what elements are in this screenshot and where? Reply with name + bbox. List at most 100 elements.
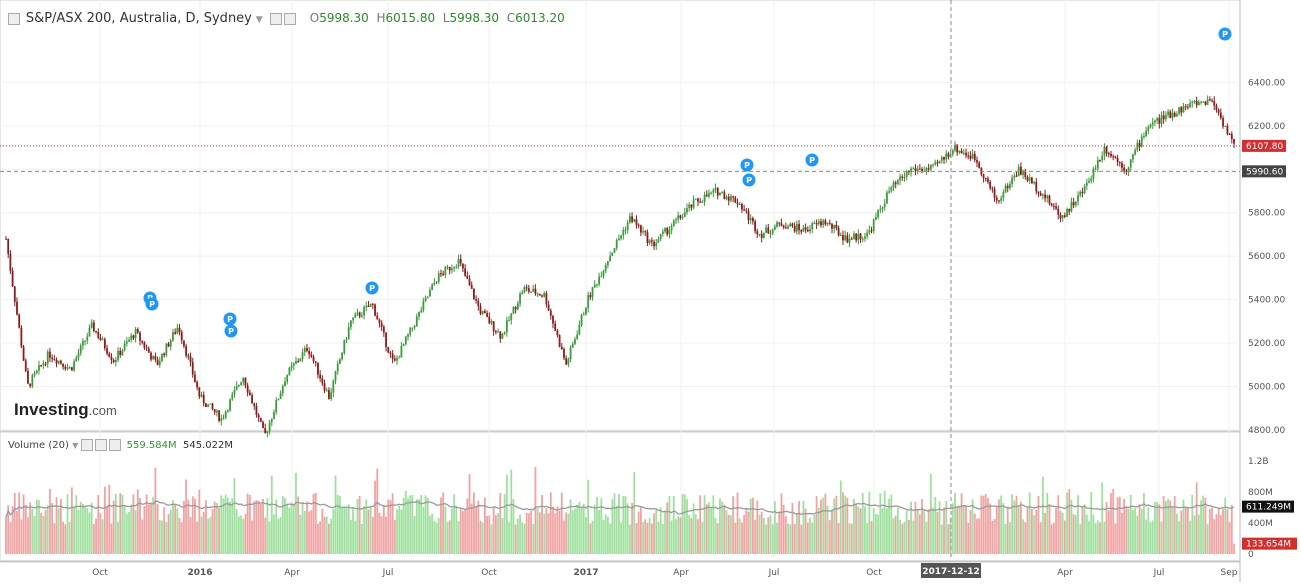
- candle-body: [631, 216, 633, 222]
- volume-bar: [382, 505, 385, 554]
- volume-bar: [380, 516, 383, 554]
- candle-body: [749, 218, 752, 221]
- volume-bar: [791, 502, 794, 554]
- candle-body: [837, 227, 840, 236]
- candle-body: [488, 316, 491, 324]
- volume-bar: [20, 519, 23, 554]
- volume-bar: [1158, 504, 1161, 554]
- volume-bar: [473, 492, 475, 554]
- candle-body: [582, 314, 585, 316]
- volume-settings-icon[interactable]: [81, 439, 94, 451]
- candle-body: [119, 350, 122, 356]
- volume-bar: [754, 519, 757, 554]
- volume-visibility-icon[interactable]: [95, 439, 108, 451]
- volume-bar: [1059, 510, 1062, 554]
- candle-body: [411, 327, 414, 329]
- volume-dropdown-icon[interactable]: ▼: [72, 441, 79, 450]
- candle-body: [492, 321, 495, 332]
- candle-body: [635, 219, 638, 225]
- candle-body: [795, 223, 798, 232]
- candle-body: [393, 358, 396, 361]
- symbol-title[interactable]: S&P/ASX 200, Australia, D, Sydney: [25, 11, 252, 26]
- volume-bar: [290, 502, 293, 554]
- volume-bar: [530, 510, 532, 554]
- candle-body: [1079, 191, 1082, 196]
- volume-bar: [962, 505, 965, 554]
- candle-body: [334, 371, 337, 381]
- candle-body: [288, 367, 291, 375]
- collapse-toggle-icon[interactable]: [8, 12, 20, 25]
- candle-body: [141, 340, 144, 343]
- candle-body: [121, 350, 124, 356]
- volume-bar: [822, 497, 825, 554]
- volume-bar: [1112, 488, 1115, 554]
- candle-body: [165, 343, 168, 356]
- volume-bar: [1169, 500, 1172, 554]
- volume-bar: [732, 496, 735, 554]
- volume-bar: [730, 515, 732, 554]
- volume-bar: [308, 511, 311, 554]
- volume-bar: [86, 508, 89, 554]
- candle-body: [240, 382, 242, 386]
- candle-body: [773, 226, 776, 230]
- candle-body: [385, 332, 387, 347]
- volume-bar: [817, 507, 820, 554]
- volume-bar: [839, 480, 842, 554]
- candle-body: [532, 288, 535, 292]
- volume-bar: [712, 495, 715, 554]
- candle-body: [303, 348, 306, 353]
- volume-bar: [1046, 492, 1049, 554]
- candle-body: [883, 203, 886, 208]
- candle-body: [374, 304, 376, 316]
- volume-bar: [402, 497, 405, 554]
- candle-body: [453, 267, 456, 269]
- y-tick-label: 5600.00: [1248, 252, 1285, 262]
- volume-bar: [270, 475, 273, 554]
- volume-bar: [255, 500, 258, 554]
- volume-bar: [457, 521, 460, 554]
- candle-body: [38, 365, 40, 371]
- candle-body: [1162, 115, 1165, 120]
- candle-body: [760, 234, 763, 238]
- candle-body: [176, 327, 179, 334]
- candle-body: [1105, 146, 1108, 154]
- candle-body: [1094, 168, 1097, 170]
- symbol-dropdown-icon[interactable]: ▼: [255, 15, 263, 25]
- volume-bar: [66, 494, 69, 554]
- volume-title[interactable]: Volume (20): [8, 440, 69, 451]
- volume-bar: [921, 499, 923, 554]
- volume-bar: [842, 492, 844, 554]
- candle-body: [998, 200, 1000, 202]
- volume-bar: [556, 506, 559, 554]
- candle-body: [886, 192, 888, 204]
- candle-body: [479, 306, 482, 314]
- volume-bar: [809, 517, 811, 554]
- candle-body: [688, 204, 691, 209]
- volume-bar: [888, 498, 891, 554]
- candle-body: [1149, 124, 1152, 128]
- volume-close-icon[interactable]: [109, 439, 122, 451]
- candle-body: [440, 273, 442, 275]
- candle-body: [1132, 154, 1134, 160]
- volume-bar: [804, 508, 807, 554]
- close-label: C: [506, 11, 516, 25]
- candle-body: [508, 319, 510, 321]
- visibility-icon[interactable]: [284, 12, 297, 25]
- volume-bar: [565, 512, 568, 554]
- volume-bar: [857, 506, 860, 554]
- candle-body: [914, 168, 917, 172]
- candle-body: [1000, 198, 1003, 201]
- candle-body: [1213, 100, 1216, 106]
- candle-body: [993, 188, 996, 198]
- volume-bar: [861, 493, 864, 554]
- candle-body: [547, 304, 550, 311]
- volume-bar: [1224, 497, 1227, 554]
- investing-logo: Investing.com: [14, 400, 117, 420]
- candle-body: [850, 238, 853, 240]
- settings-icon[interactable]: [270, 12, 283, 25]
- volume-bar: [29, 502, 32, 554]
- volume-bar: [369, 505, 372, 554]
- event-marker-label: P: [149, 300, 155, 309]
- candle-body: [112, 360, 115, 363]
